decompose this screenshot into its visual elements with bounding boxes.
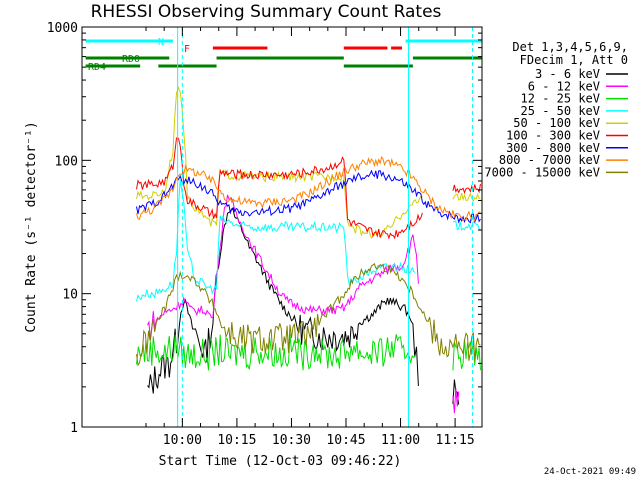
vertical-marker-lines <box>177 27 474 427</box>
legend-label-3: 25 - 50 keV <box>521 104 600 118</box>
legend-label-8: 7000 - 15000 keV <box>484 165 600 179</box>
legend-label-2: 12 - 25 keV <box>521 92 600 106</box>
series-line-6 <box>136 169 481 224</box>
y-tick-label-2: 100 <box>55 154 78 169</box>
y-tick-label-1: 10 <box>62 288 78 303</box>
legend-header-line-2: FDecim 1, Att 0 <box>520 53 628 67</box>
legend-label-1: 6 - 12 keV <box>528 79 600 93</box>
plot-frame <box>81 26 483 428</box>
instrument-flags: N F RD0 RD4 <box>85 37 482 73</box>
x-tick-label-3: 10:45 <box>326 433 365 448</box>
series-line-1 <box>147 194 460 414</box>
legend-label-7: 800 - 7000 keV <box>499 153 600 167</box>
flag-label-n: N <box>158 37 164 48</box>
series-line-2 <box>136 334 481 371</box>
legend: Det 1,3,4,5,6,9, FDecim 1, Att 0 3 - 6 k… <box>484 40 628 179</box>
y-tick-label-3: 1000 <box>47 21 78 36</box>
x-tick-label-4: 11:00 <box>381 433 420 448</box>
series-line-8 <box>136 262 481 367</box>
legend-label-4: 50 - 100 keV <box>513 116 600 130</box>
legend-label-0: 3 - 6 keV <box>535 67 600 81</box>
chart-title: RHESSI Observing Summary Count Rates <box>91 2 442 22</box>
y-axis-ticks: 1 10 100 1000 <box>47 21 482 436</box>
x-axis-ticks: 10:00 10:15 10:30 10:45 11:00 11:15 <box>145 27 475 448</box>
generation-timestamp: 24-Oct-2021 09:49 <box>544 467 636 477</box>
flag-label-rd0: RD0 <box>122 54 140 65</box>
x-tick-label-1: 10:15 <box>217 433 256 448</box>
legend-header-line-1: Det 1,3,4,5,6,9, <box>512 40 628 54</box>
legend-label-5: 100 - 300 keV <box>506 129 600 143</box>
series-line-4 <box>136 86 481 239</box>
x-tick-label-5: 11:15 <box>436 433 475 448</box>
flag-label-rd4: RD4 <box>88 62 106 73</box>
y-tick-label-0: 1 <box>70 421 78 436</box>
series-lines <box>136 86 481 414</box>
x-axis-label: Start Time (12-Oct-03 09:46:22) <box>159 454 402 469</box>
y-axis-label: Count Rate (s⁻¹ detector⁻¹) <box>24 121 39 332</box>
legend-label-6: 300 - 800 keV <box>506 141 600 155</box>
x-tick-label-2: 10:30 <box>272 433 311 448</box>
x-tick-label-0: 10:00 <box>163 433 202 448</box>
series-line-5 <box>136 137 481 240</box>
series-line-7 <box>136 155 481 223</box>
flag-label-f: F <box>184 44 190 55</box>
